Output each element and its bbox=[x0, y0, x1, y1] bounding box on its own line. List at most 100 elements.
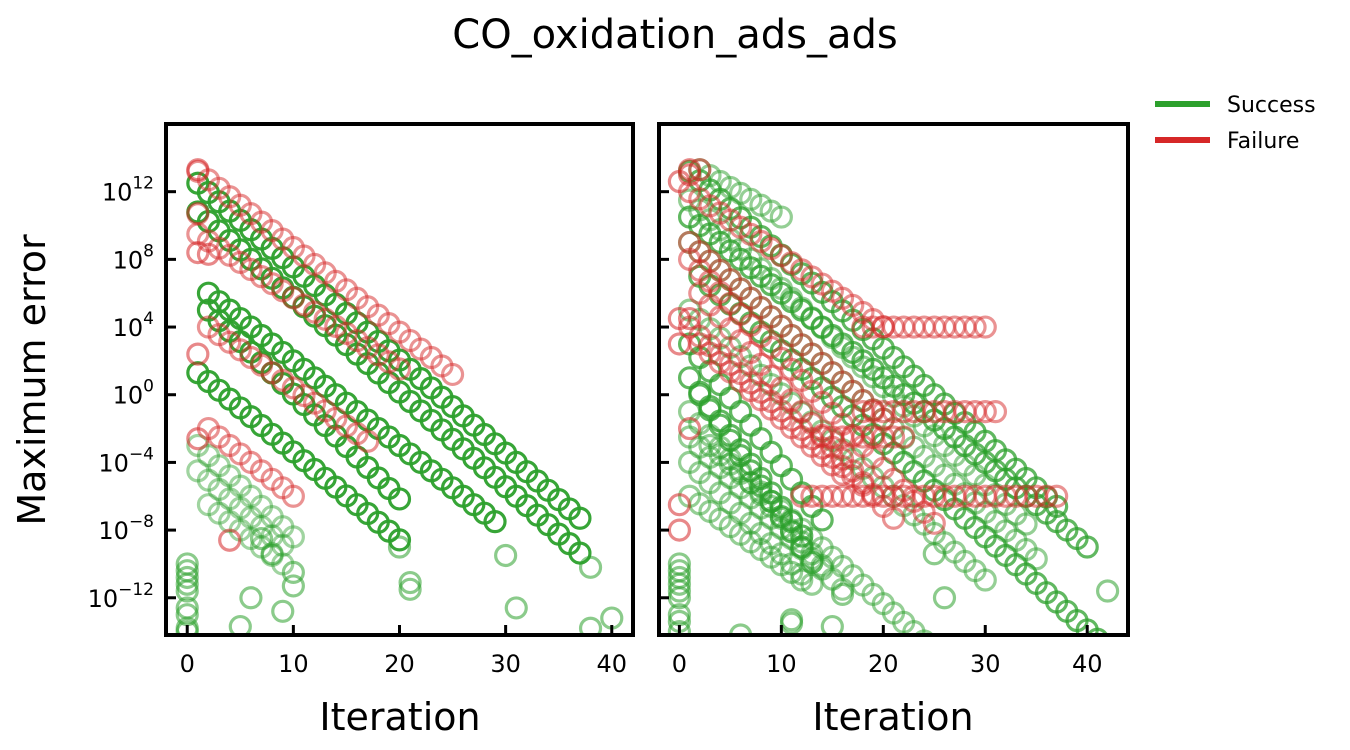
failure-point bbox=[186, 240, 210, 265]
failure-point bbox=[667, 306, 691, 331]
right-y-ticks bbox=[659, 190, 669, 600]
x-tick-label: 0 bbox=[180, 650, 195, 678]
success-point bbox=[207, 454, 231, 478]
failure-point bbox=[356, 429, 380, 453]
success-point bbox=[271, 515, 295, 539]
success-point bbox=[175, 579, 199, 603]
failure-point bbox=[667, 518, 691, 542]
success-point bbox=[196, 493, 221, 517]
x-tick-label: 30 bbox=[970, 650, 1001, 678]
failure-point bbox=[922, 511, 946, 535]
success-point bbox=[749, 427, 773, 451]
success-point bbox=[1086, 627, 1109, 635]
success-point bbox=[398, 570, 422, 595]
legend-success-label: Success bbox=[1227, 93, 1316, 118]
success-point bbox=[667, 586, 691, 610]
success-point bbox=[820, 614, 844, 635]
failure-point bbox=[973, 315, 997, 339]
y-tick-label: 104 bbox=[113, 309, 154, 342]
success-point bbox=[239, 586, 263, 610]
success-point bbox=[249, 515, 274, 539]
right-x-ticks: 0 10 20 30 40 bbox=[672, 625, 1102, 678]
x-tick-label: 20 bbox=[384, 650, 415, 678]
success-point bbox=[924, 640, 944, 660]
success-point bbox=[728, 623, 753, 635]
success-point bbox=[504, 596, 528, 620]
success-point bbox=[830, 582, 855, 606]
x-tick-label: 40 bbox=[596, 650, 627, 678]
chart-title: CO_oxidation_ads_ads bbox=[452, 12, 897, 58]
success-point bbox=[218, 487, 242, 511]
success-point bbox=[810, 508, 834, 532]
success-point bbox=[387, 528, 412, 552]
success-point bbox=[728, 400, 753, 424]
x-tick-label: 10 bbox=[766, 650, 797, 678]
success-point bbox=[578, 555, 603, 579]
right-panel: 0 10 20 30 40 Iteration bbox=[657, 122, 1130, 739]
success-point bbox=[1014, 512, 1038, 536]
failure-point bbox=[667, 169, 691, 194]
failure-point bbox=[677, 306, 702, 331]
x-tick-label: 30 bbox=[490, 650, 521, 678]
x-tick-label: 20 bbox=[868, 650, 899, 678]
success-point bbox=[186, 433, 210, 458]
success-point bbox=[494, 543, 518, 568]
failure-point bbox=[667, 332, 691, 356]
success-point bbox=[568, 506, 592, 530]
success-point bbox=[1096, 579, 1120, 603]
success-point bbox=[800, 572, 824, 596]
left-panel-points bbox=[175, 158, 624, 635]
failure-point bbox=[387, 357, 412, 381]
success-point bbox=[281, 574, 305, 598]
success-point bbox=[239, 505, 263, 530]
success-point bbox=[779, 608, 804, 632]
y-tick-label: 10−4 bbox=[98, 444, 154, 477]
success-point bbox=[667, 603, 691, 627]
success-point bbox=[175, 565, 199, 590]
success-point bbox=[667, 620, 691, 635]
left-y-ticks: 10−12 10−8 10−4 100 104 108 1012 bbox=[88, 174, 176, 613]
success-point bbox=[175, 616, 199, 635]
failure-point bbox=[677, 416, 702, 441]
success-point bbox=[739, 413, 763, 437]
failure-point bbox=[186, 427, 210, 451]
success-point bbox=[1075, 535, 1099, 559]
failure-point bbox=[440, 362, 465, 387]
failure-point bbox=[186, 342, 210, 366]
success-point bbox=[914, 629, 935, 635]
left-x-axis-label: Iteration bbox=[319, 695, 480, 739]
success-point bbox=[667, 579, 691, 603]
y-tick-label: 10−12 bbox=[88, 580, 154, 613]
success-point bbox=[769, 454, 793, 478]
success-point bbox=[196, 468, 221, 492]
success-point bbox=[973, 568, 997, 592]
failure-point bbox=[688, 158, 712, 182]
success-point bbox=[260, 504, 284, 529]
failure-point bbox=[186, 158, 210, 182]
success-point bbox=[387, 535, 412, 559]
y-tick-label: 10−8 bbox=[98, 512, 154, 545]
success-point bbox=[239, 484, 263, 508]
success-point bbox=[578, 616, 603, 635]
success-point bbox=[708, 372, 732, 397]
success-point bbox=[271, 599, 295, 623]
success-point bbox=[228, 496, 252, 520]
y-axis-label: Maximum error bbox=[10, 234, 54, 526]
success-point bbox=[932, 586, 957, 610]
success-point bbox=[228, 614, 252, 635]
legend-failure-label: Failure bbox=[1227, 129, 1299, 154]
success-point bbox=[667, 572, 691, 596]
success-point bbox=[175, 603, 199, 627]
failure-point bbox=[892, 425, 916, 449]
success-point bbox=[207, 477, 231, 502]
success-point bbox=[790, 568, 814, 592]
success-point bbox=[186, 459, 210, 483]
success-point bbox=[769, 205, 793, 229]
failure-point bbox=[186, 202, 210, 226]
success-point bbox=[922, 542, 946, 566]
success-point bbox=[281, 525, 305, 549]
failure-point bbox=[667, 493, 691, 517]
success-point bbox=[398, 577, 422, 601]
success-point bbox=[387, 487, 412, 511]
legend: Success Failure bbox=[1155, 93, 1316, 154]
